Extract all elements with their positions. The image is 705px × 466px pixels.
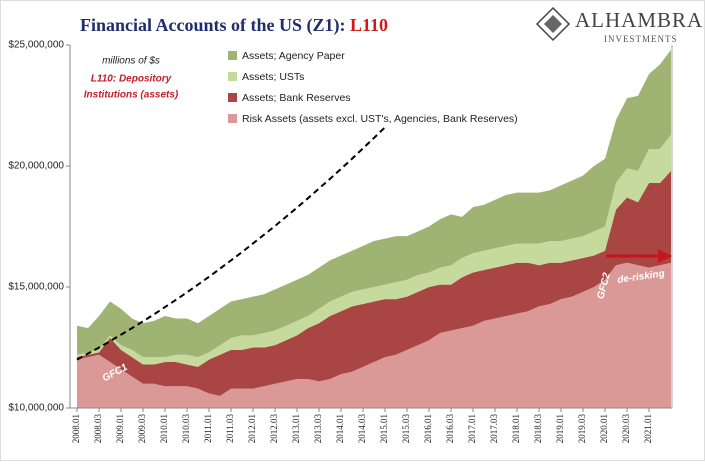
x-tick-label: 2016.03	[445, 414, 455, 444]
logo-name: Alhambra	[575, 8, 703, 32]
x-tick-label: 2019.03	[577, 414, 587, 444]
x-tick-label: 2017.01	[467, 414, 477, 443]
logo-icon	[535, 6, 571, 42]
arrow-head	[658, 249, 672, 263]
area	[77, 134, 671, 367]
y-tick-label: $25,000,000	[8, 40, 64, 51]
x-tick-label: 2013.03	[313, 414, 323, 444]
annotation: millions of $s	[102, 56, 160, 67]
x-tick-label: 2008.01	[71, 414, 81, 443]
x-tick-label: 2012.03	[269, 414, 279, 444]
x-tick-label: 2015.03	[401, 414, 411, 444]
y-tick-label: $10,000,000	[8, 403, 64, 414]
x-tick-label: 2016.01	[423, 414, 433, 443]
area	[77, 170, 671, 396]
x-tick-label: 2018.03	[533, 414, 543, 444]
legend-swatch	[228, 51, 237, 60]
x-tick-label: 2009.03	[137, 414, 147, 444]
x-tick-label: 2011.03	[225, 414, 235, 443]
annotation: Institutions (assets)	[84, 90, 179, 101]
area	[77, 49, 671, 358]
x-tick-label: 2021.01	[643, 414, 653, 443]
x-tick-label: 2012.01	[247, 414, 257, 443]
x-tick-label: 2010.01	[159, 414, 169, 443]
x-tick-label: 2020.01	[599, 414, 609, 443]
legend-swatch	[228, 114, 237, 123]
x-tick-label: 2011.01	[203, 414, 213, 443]
chart-title: Financial Accounts of the US (Z1): L110	[80, 15, 388, 36]
x-tick-label: 2014.03	[357, 414, 367, 444]
x-tick-label: 2017.03	[489, 414, 499, 444]
x-tick-label: 2014.01	[335, 414, 345, 443]
trend-line	[76, 126, 386, 361]
area	[77, 262, 671, 408]
x-tick-label: 2020.03	[621, 414, 631, 444]
legend-swatch	[228, 93, 237, 102]
x-tick-label: 2008.03	[93, 414, 103, 444]
title-highlight: L110	[350, 15, 388, 35]
y-tick-label: $20,000,000	[8, 161, 64, 172]
x-tick-label: 2018.01	[511, 414, 521, 443]
x-tick-label: 2013.01	[291, 414, 301, 443]
legend-label: Risk Assets (assets excl. UST's, Agencie…	[242, 113, 518, 125]
legend-label: Assets; Agency Paper	[242, 50, 345, 62]
logo-icon-inner	[544, 15, 562, 33]
legend-label: Assets; USTs	[242, 71, 304, 83]
logo: Alhambra Investments	[535, 6, 703, 44]
legend-label: Assets; Bank Reserves	[242, 92, 351, 104]
x-tick-label: 2010.03	[181, 414, 191, 444]
legend-swatch	[228, 72, 237, 81]
y-tick-label: $15,000,000	[8, 282, 64, 293]
x-tick-label: 2019.01	[555, 414, 565, 443]
annotation: L110: Depository	[91, 74, 172, 85]
title-main: Financial Accounts of the US (Z1):	[80, 15, 350, 36]
x-tick-label: 2015.01	[379, 414, 389, 443]
x-tick-label: 2009.01	[115, 414, 125, 443]
plot-area: $10,000,000 $15,000,000 $20,000,000 $25,000…	[8, 40, 673, 444]
logo-tagline: Investments	[604, 34, 678, 44]
